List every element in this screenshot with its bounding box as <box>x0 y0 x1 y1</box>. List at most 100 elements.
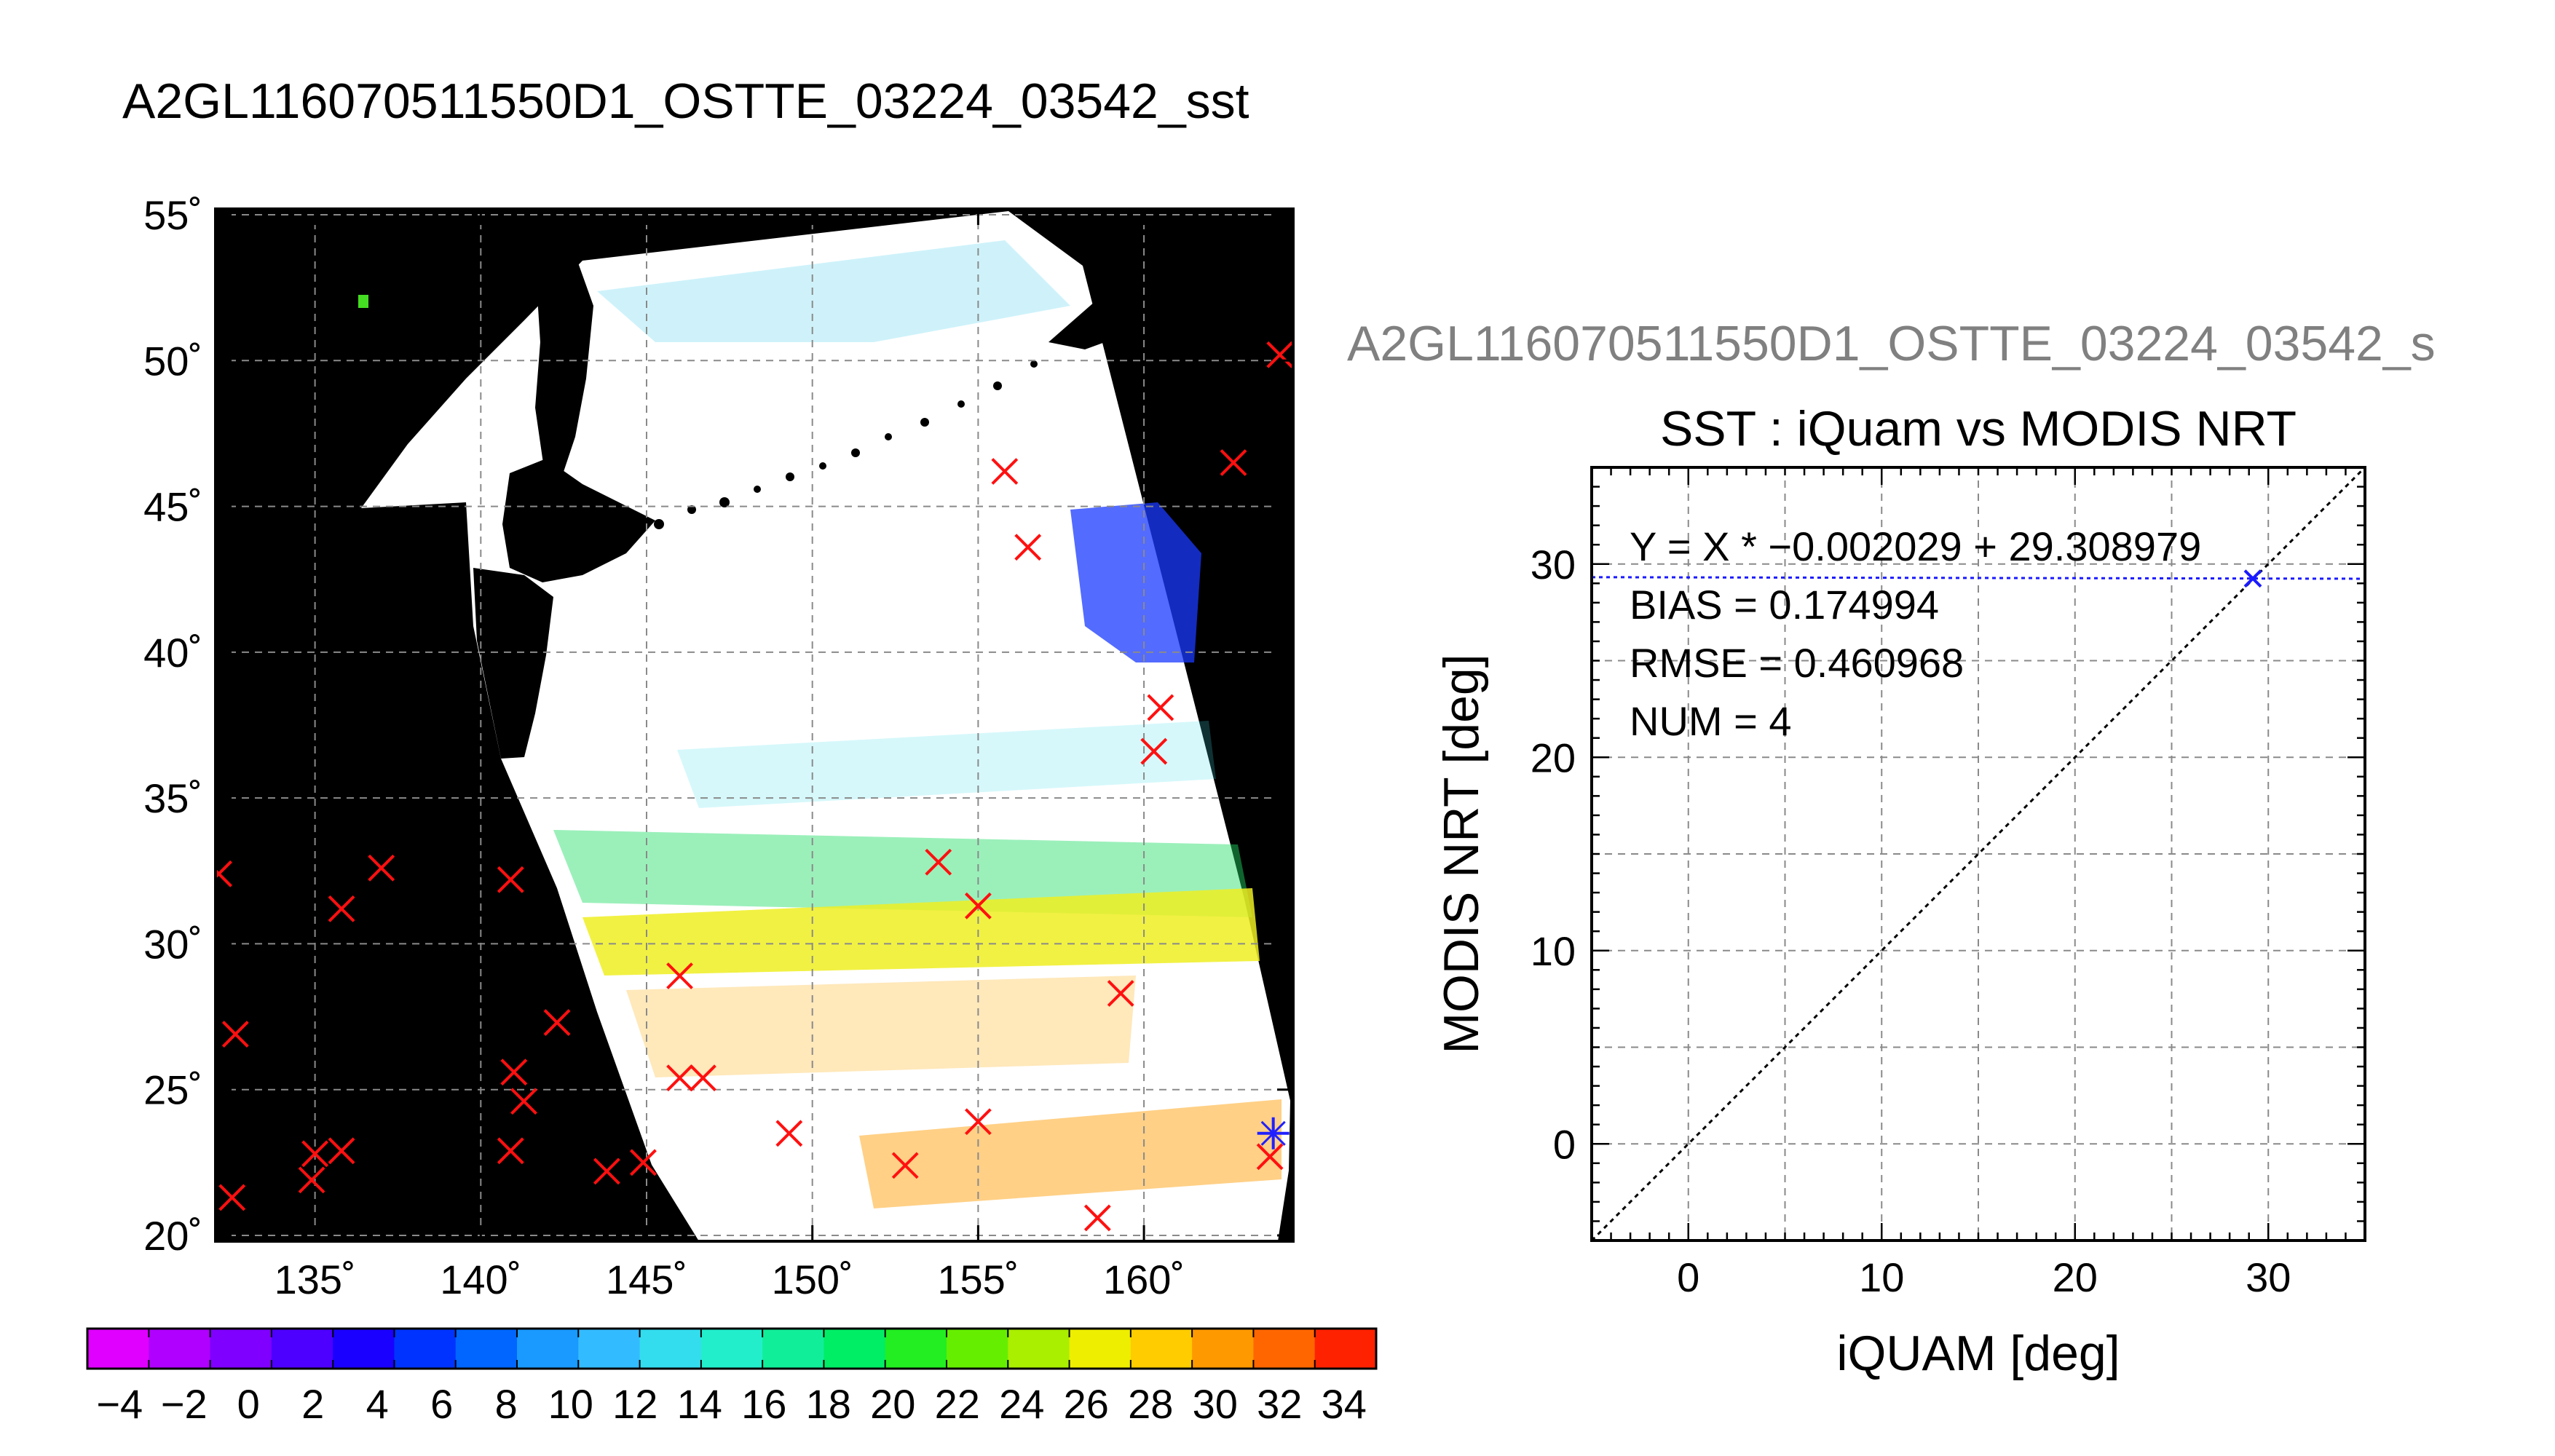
map-y-tick-label: 45˚ <box>143 484 202 530</box>
map-x-tick-label: 155˚ <box>937 1257 1019 1302</box>
sst-band-green <box>553 830 1252 917</box>
station-marker <box>1140 737 1168 765</box>
colorbar-cell <box>824 1329 886 1369</box>
station-marker <box>500 1059 528 1086</box>
colorbar-cell <box>639 1329 702 1369</box>
scatter-x-label: iQUAM [deg] <box>1836 1326 2120 1381</box>
sst-data-patches <box>358 240 1282 1208</box>
map-y-tick-label: 55˚ <box>143 192 202 238</box>
hokkaido-land <box>502 459 655 582</box>
map-y-tick-label: 25˚ <box>143 1067 202 1113</box>
station-marker <box>510 1088 537 1115</box>
colorbar-cell <box>455 1329 518 1369</box>
sst-band-orange-south <box>859 1099 1282 1208</box>
colorbar: −4 −2 0 2 4 6 8 10 12 14 16 18 20 22 24 26 28 30 32 34 <box>86 1327 1378 1427</box>
scatter-ticks <box>1590 466 2366 1242</box>
map-y-tick-label: 30˚ <box>143 921 202 967</box>
scatter-x-tick-label: 0 <box>1677 1254 1699 1300</box>
station-marker <box>497 1137 524 1165</box>
station-marker <box>891 1152 919 1179</box>
sst-green-speck <box>358 295 368 308</box>
main-title: A2GL116070511550D1_OSTTE_03224_03542_sst <box>122 74 1249 129</box>
map-frame <box>214 207 1295 1243</box>
colorbar-cells <box>87 1329 1377 1369</box>
scatter-y-tick-label: 20 <box>1531 735 1576 780</box>
colorbar-cell <box>1130 1329 1193 1369</box>
colorbar-cell <box>947 1329 1008 1369</box>
map-clipped-content <box>216 209 1293 1241</box>
colorbar-cell <box>1314 1329 1377 1369</box>
sst-band-orange <box>626 976 1136 1077</box>
station-marker <box>1220 449 1247 476</box>
colorbar-cell <box>394 1329 457 1369</box>
satellite-swath <box>361 211 1290 1241</box>
scatter-tick-labels: 0 10 20 30 0 10 20 30 <box>1531 542 2291 1300</box>
map-y-tick-label: 35˚ <box>143 775 202 821</box>
scatter-x-tick-label: 10 <box>1859 1254 1904 1300</box>
scatter-y-tick-label: 10 <box>1531 928 1576 974</box>
matched-station-marker <box>1257 1117 1290 1150</box>
scatter-y-tick-label: 30 <box>1531 542 1576 587</box>
colorbar-label: 14 <box>677 1381 722 1427</box>
station-marker <box>593 1158 620 1185</box>
scatter-stat-line: NUM = 4 <box>1630 698 1792 744</box>
map-x-tick-label: 145˚ <box>606 1257 687 1302</box>
map-x-tick-label: 135˚ <box>275 1257 356 1302</box>
station-marker <box>964 892 992 919</box>
identity-line <box>1592 467 2365 1241</box>
station-marker <box>1256 1143 1284 1171</box>
station-marker <box>301 1140 329 1168</box>
scatter-grid <box>1592 467 2365 1241</box>
station-marker <box>991 458 1019 485</box>
colorbar-label: 12 <box>612 1381 657 1427</box>
map-x-tick-label: 160˚ <box>1103 1257 1185 1302</box>
fit-line <box>1592 576 2365 580</box>
colorbar-cell <box>700 1329 763 1369</box>
colorbar-cell <box>1253 1329 1316 1369</box>
scatter-stat-line: RMSE = 0.460968 <box>1630 640 1964 686</box>
colorbar-label: 6 <box>430 1381 453 1427</box>
colorbar-label: 2 <box>301 1381 324 1427</box>
scatter-point <box>2243 569 2262 588</box>
colorbar-label: 20 <box>870 1381 915 1427</box>
map-x-tick-label: 150˚ <box>772 1257 853 1302</box>
station-marker <box>925 848 952 876</box>
colorbar-cell <box>87 1329 149 1369</box>
colorbar-cell <box>210 1329 272 1369</box>
station-marker <box>328 895 355 922</box>
colorbar-label: 4 <box>366 1381 389 1427</box>
station-marker <box>497 866 524 893</box>
colorbar-cell <box>149 1329 211 1369</box>
colorbar-cell <box>578 1329 641 1369</box>
scatter-panel: 0 10 20 30 0 10 20 30 Y = X * −0.002029 + 29.30… <box>1531 466 2366 1300</box>
station-marker <box>368 854 395 882</box>
station-marker <box>298 1166 325 1194</box>
colorbar-cell <box>762 1329 824 1369</box>
station-marker <box>221 1021 249 1048</box>
scatter-stats: Y = X * −0.002029 + 29.308979 BIAS = 0.17… <box>1630 523 2201 744</box>
colorbar-label: 30 <box>1193 1381 1238 1427</box>
colorbar-cell <box>1008 1329 1070 1369</box>
station-marker <box>964 1108 992 1136</box>
scatter-points <box>2243 569 2262 588</box>
land-masses <box>473 255 1161 759</box>
station-marker <box>1083 1204 1111 1232</box>
sst-band-cyan-north <box>597 240 1070 342</box>
colorbar-label: 24 <box>999 1381 1044 1427</box>
colorbar-label: 0 <box>237 1381 260 1427</box>
map-y-tick-label: 50˚ <box>143 338 202 384</box>
colorbar-label: 32 <box>1257 1381 1302 1427</box>
colorbar-label: −2 <box>161 1381 208 1427</box>
colorbar-label: 16 <box>741 1381 786 1427</box>
honshu-land <box>473 568 553 759</box>
scatter-title: SST : iQuam vs MODIS NRT <box>1660 401 2297 456</box>
colorbar-cell <box>885 1329 947 1369</box>
scatter-x-tick-label: 30 <box>2246 1254 2291 1300</box>
colorbar-label: 18 <box>806 1381 851 1427</box>
sst-band-yellow <box>583 888 1260 976</box>
colorbar-cell <box>333 1329 395 1369</box>
station-marker <box>666 1064 693 1092</box>
colorbar-cell <box>1069 1329 1132 1369</box>
map-y-tick-label: 40˚ <box>143 630 202 676</box>
